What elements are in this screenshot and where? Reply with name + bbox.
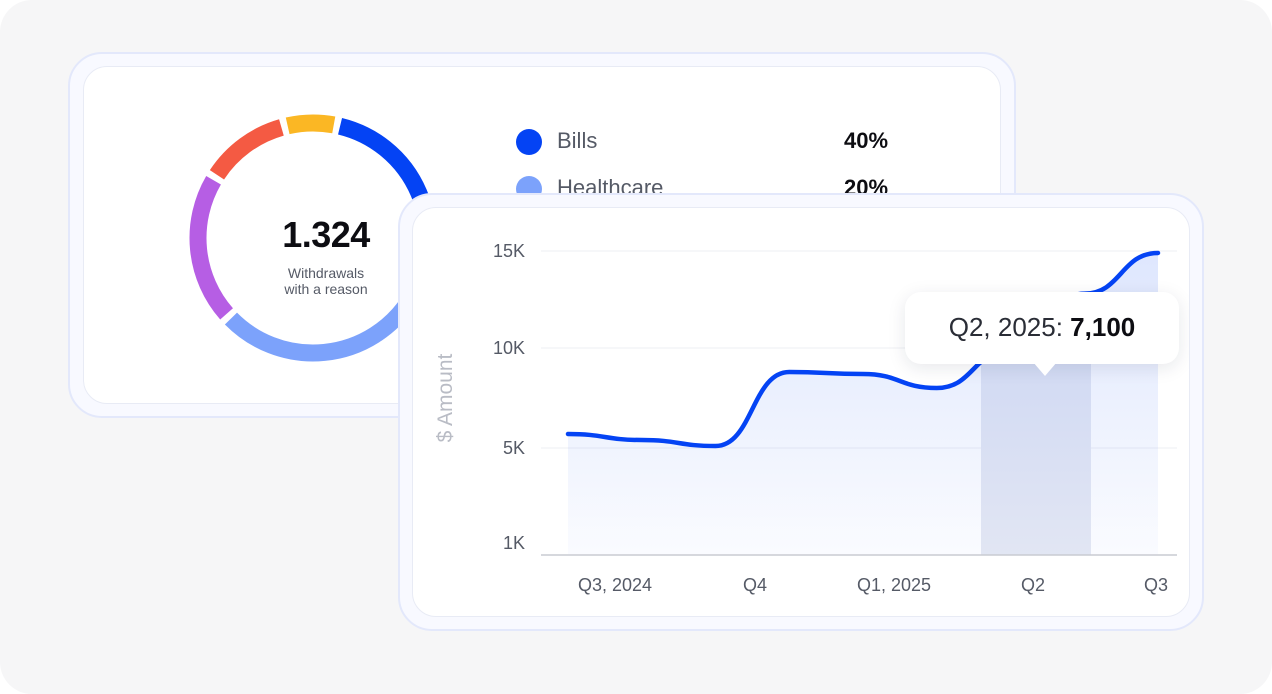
donut-segment-1 <box>224 296 417 362</box>
amount-chart-body: 15K 10K 5K 1K Q3, 2024 Q4 Q1, 2025 Q2 Q3 $ Amount… <box>412 207 1190 617</box>
x-tick-label: Q3, 2024 <box>578 575 652 595</box>
y-axis-title: $ Amount <box>434 353 457 442</box>
withdrawals-caption: Withdrawals with a reason <box>249 265 403 297</box>
x-tick-label: Q2 <box>1021 575 1045 595</box>
x-tick-label: Q4 <box>743 575 767 595</box>
amount-area-chart: 15K 10K 5K 1K Q3, 2024 Q4 Q1, 2025 Q2 Q3 $ Amount <box>434 241 1177 595</box>
amount-chart-card: 15K 10K 5K 1K Q3, 2024 Q4 Q1, 2025 Q2 Q3 $ Amount… <box>398 193 1204 631</box>
legend-item-bills: Bills 40% <box>516 126 936 158</box>
donut-segment-3 <box>209 119 284 180</box>
tooltip-arrow <box>1033 362 1057 376</box>
legend-label: Bills <box>557 128 598 153</box>
area-fill <box>568 252 1158 555</box>
tooltip-label: Q2, 2025: <box>948 312 1063 342</box>
x-tick-label: Q3 <box>1144 575 1168 595</box>
y-tick-label: 15K <box>493 241 525 261</box>
tooltip-text: Q2, 2025: 7,100 <box>905 312 1179 343</box>
tooltip-value: 7,100 <box>1070 312 1136 342</box>
withdrawals-count: 1.324 <box>282 214 370 255</box>
y-tick-label: 10K <box>493 338 525 358</box>
donut-chart <box>189 114 437 362</box>
caption-line-1: Withdrawals <box>287 265 365 281</box>
chart-tooltip: Q2, 2025: 7,100 <box>905 292 1179 376</box>
y-tick-label: 1K <box>503 533 525 553</box>
legend-dot <box>516 129 542 155</box>
donut-segment-2 <box>189 175 234 320</box>
donut-segment-4 <box>285 114 336 135</box>
y-tick-label: 5K <box>503 438 525 458</box>
caption-line-2: with a reason <box>284 281 368 297</box>
x-tick-label: Q1, 2025 <box>857 575 931 595</box>
legend-value: 40% <box>844 128 889 153</box>
